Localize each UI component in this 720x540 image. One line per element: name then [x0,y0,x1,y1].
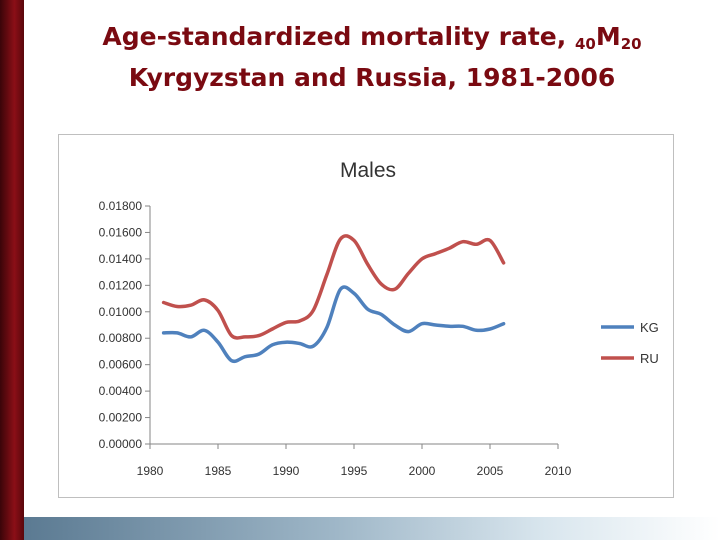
left-accent-bar [0,0,24,540]
legend-label-kg: KG [640,320,659,335]
y-tick-label: 0.00000 [99,437,143,451]
y-tick-label: 0.01600 [99,225,143,239]
y-axis: 0.00000 0.00200 0.00400 0.00600 0.00800 0.010… [99,199,151,451]
title-subscript-left: 40 [574,35,596,53]
x-tick-label: 1995 [341,464,368,478]
title-letter: M [595,22,621,51]
y-tick-label: 0.00200 [99,411,143,425]
series-lines [161,234,506,364]
x-tick-label: 2010 [545,464,572,478]
series-line-ru [161,234,506,340]
x-tick-label: 2000 [409,464,436,478]
legend-label-ru: RU [640,351,659,366]
y-tick-label: 0.00800 [99,331,143,345]
slide-title-line2: Kyrgyzstan and Russia, 1981-2006 [128,63,616,92]
slide-title: Age-standardized mortality rate, 40M20 K… [24,20,720,94]
x-axis: 1980 1985 1990 1995 2000 2005 2010 [137,443,572,478]
title-prefix: Age-standardized mortality rate, [102,22,575,51]
slide-title-line1: Age-standardized mortality rate, 40M20 [24,20,720,61]
y-tick-label: 0.01000 [99,305,143,319]
y-tick-label: 0.00600 [99,358,143,372]
y-tick-label: 0.00400 [99,384,143,398]
y-tick-label: 0.01200 [99,278,143,292]
chart-frame [58,134,674,498]
x-tick-label: 1990 [273,464,300,478]
legend: KG RU [601,320,659,366]
y-tick-label: 0.01400 [99,252,143,266]
x-tick-label: 1980 [137,464,164,478]
x-tick-label: 1985 [205,464,232,478]
y-tick-label: 0.01800 [99,199,143,213]
bottom-gradient-bar [24,517,720,540]
x-tick-label: 2005 [477,464,504,478]
series-line-kg [161,285,506,364]
title-subscript-right: 20 [620,35,642,53]
chart-title: Males [340,159,396,182]
